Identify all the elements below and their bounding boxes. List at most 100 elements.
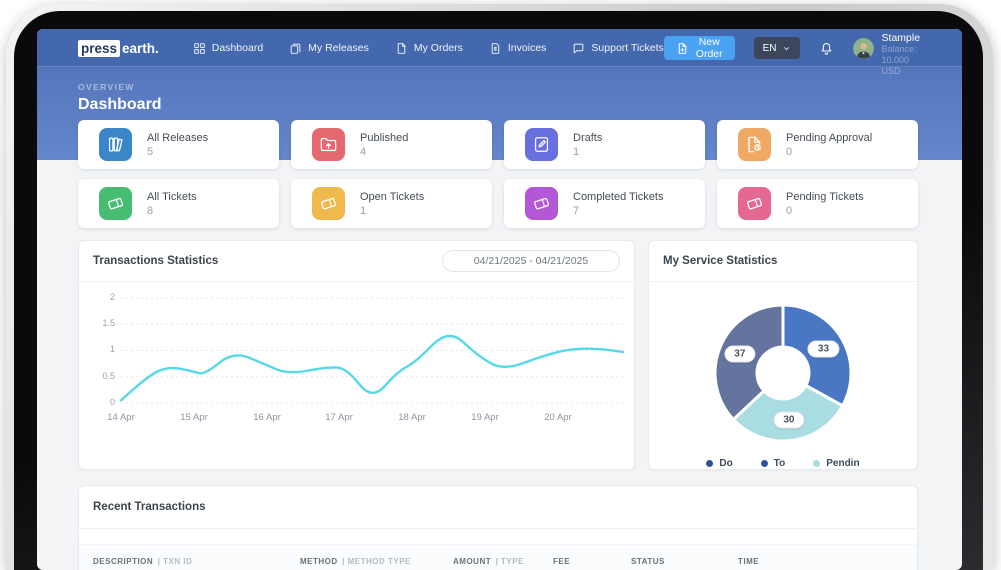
transactions-line-chart [119,297,626,404]
y-tick: 0.5 [102,371,115,381]
recent-transactions-title: Recent Transactions [79,486,917,529]
stat-card-drafts[interactable]: Drafts 1 [504,120,705,169]
panels-row: Transactions Statistics 2 1.5 [78,240,918,470]
notifications-button[interactable] [819,41,834,56]
stat-card-value: 7 [573,204,580,217]
stat-card-value: 1 [573,145,580,158]
nav-item-my-orders[interactable]: My Orders [395,42,463,55]
nav-item-label: Dashboard [211,42,264,54]
logo[interactable]: press earth. [78,39,159,57]
stat-card-label: All Tickets [147,190,197,203]
folder-publish-icon [312,128,345,161]
stat-card-value: 8 [147,204,154,217]
user-menu[interactable]: John Stample Balance: 10.000 USD [852,29,921,77]
donut-label-1: 33 [807,340,840,358]
y-tick: 1 [109,344,115,354]
stat-card-label: Pending Tickets [786,190,864,203]
stat-card-all-releases[interactable]: All Releases 5 [78,120,279,169]
user-name: John Stample [881,29,921,44]
ticket-icon [738,187,771,220]
chevron-down-icon [783,46,789,50]
column-header-time: TIME [738,557,760,566]
x-tick: 15 Apr [180,412,208,423]
legend-item-2[interactable]: Pendin [813,458,860,469]
y-tick: 2 [109,292,115,302]
service-panel-title: My Service Statistics [663,255,778,267]
draft-edit-icon [525,128,558,161]
page-title: Dashboard [78,96,162,113]
legend-label: Pendin [826,458,860,469]
stat-card-label: Published [360,131,409,144]
transactions-statistics-panel: Transactions Statistics 2 1.5 [78,240,635,470]
screen: press earth. Dashboard My Releases My Or… [37,29,962,570]
recent-transactions-panel: Recent Transactions DESCRIPTION | TXN ID… [78,485,918,570]
logo-press: press [78,39,121,57]
language-selector[interactable]: EN [753,37,800,59]
transactions-panel-title: Transactions Statistics [93,255,219,267]
nav-item-label: Support Tickets [591,42,664,54]
column-header-status: STATUS [631,557,665,566]
releases-icon [290,43,301,54]
x-tick: 19 Apr [471,412,499,423]
top-navbar: press earth. Dashboard My Releases My Or… [37,29,962,76]
nav-item-label: My Releases [308,42,369,54]
legend-item-1[interactable]: To [760,458,786,469]
x-tick: 20 Apr [544,412,572,423]
legend-label: Do [719,458,733,469]
legend-item-0[interactable]: Do [706,458,733,469]
legend-dot [706,460,714,467]
stat-card-open-tickets[interactable]: Open Tickets 1 [291,179,492,228]
bell-icon [821,42,831,55]
transactions-line [119,334,625,402]
language-label: EN [762,42,777,54]
service-donut-area: 37 33 30 [683,288,883,456]
stat-card-value: 5 [147,145,154,158]
column-header-amount: AMOUNT | TYPE [453,557,524,566]
nav-item-label: Invoices [507,42,547,54]
stat-cards-row-1: All Releases 5 Published 4 Drafts [78,120,918,169]
nav-item-my-releases[interactable]: My Releases [289,42,369,55]
legend-dot [813,460,821,467]
recent-transactions-header-row: DESCRIPTION | TXN ID METHOD | METHOD TYP… [79,544,917,570]
nav-menu: Dashboard My Releases My Orders Invoices… [193,42,664,55]
x-tick: 17 Apr [325,412,353,423]
nav-item-invoices[interactable]: Invoices [489,42,547,55]
y-tick: 1.5 [102,318,115,328]
file-clock-icon [738,128,771,161]
chat-icon [574,43,584,53]
service-donut-chart [713,303,853,443]
stat-card-label: Drafts [573,131,603,144]
grid-icon [193,42,205,54]
donut-label-2: 30 [773,411,805,429]
stat-card-label: Completed Tickets [573,190,664,203]
new-order-label: New Order [695,36,723,60]
stat-card-completed-tickets[interactable]: Completed Tickets 7 [504,179,705,228]
stat-card-label: All Releases [147,131,209,144]
new-order-button[interactable]: New Order [663,36,735,60]
invoice-icon [491,42,500,54]
stat-card-value: 4 [360,145,367,158]
transactions-line-chart-area: 2 1.5 1 0.5 0 14 Apr 15 Apr 16 Apr 17 Ap… [93,290,626,440]
stat-card-published[interactable]: Published 4 [291,120,492,169]
avatar [852,37,874,59]
transactions-panel-header: Transactions Statistics [79,241,634,282]
stat-card-all-tickets[interactable]: All Tickets 8 [78,179,279,228]
date-range-input[interactable] [442,250,620,272]
donut-legend: Do To Pendin [649,458,917,469]
legend-label: To [773,458,786,469]
nav-item-label: My Orders [413,42,463,54]
file-plus-icon [678,42,687,54]
nav-right-cluster: New Order EN John Stample Balance: 10.00… [663,29,921,77]
stat-card-value: 1 [360,204,367,217]
tablet-frame: press earth. Dashboard My Releases My Or… [6,4,993,570]
x-tick: 18 Apr [398,412,426,423]
nav-item-dashboard[interactable]: Dashboard [193,42,263,55]
column-header-fee: FEE [553,557,571,566]
stat-card-pending-approval[interactable]: Pending Approval 0 [717,120,918,169]
stat-card-pending-tickets[interactable]: Pending Tickets 0 [717,179,918,228]
stat-card-label: Open Tickets [360,190,425,203]
service-statistics-panel: My Service Statistics 37 33 30 Do [648,240,918,470]
content-area: All Releases 5 Published 4 Drafts [37,120,962,570]
column-header-description: DESCRIPTION | TXN ID [93,557,193,566]
nav-item-support-tickets[interactable]: Support Tickets [572,42,664,55]
